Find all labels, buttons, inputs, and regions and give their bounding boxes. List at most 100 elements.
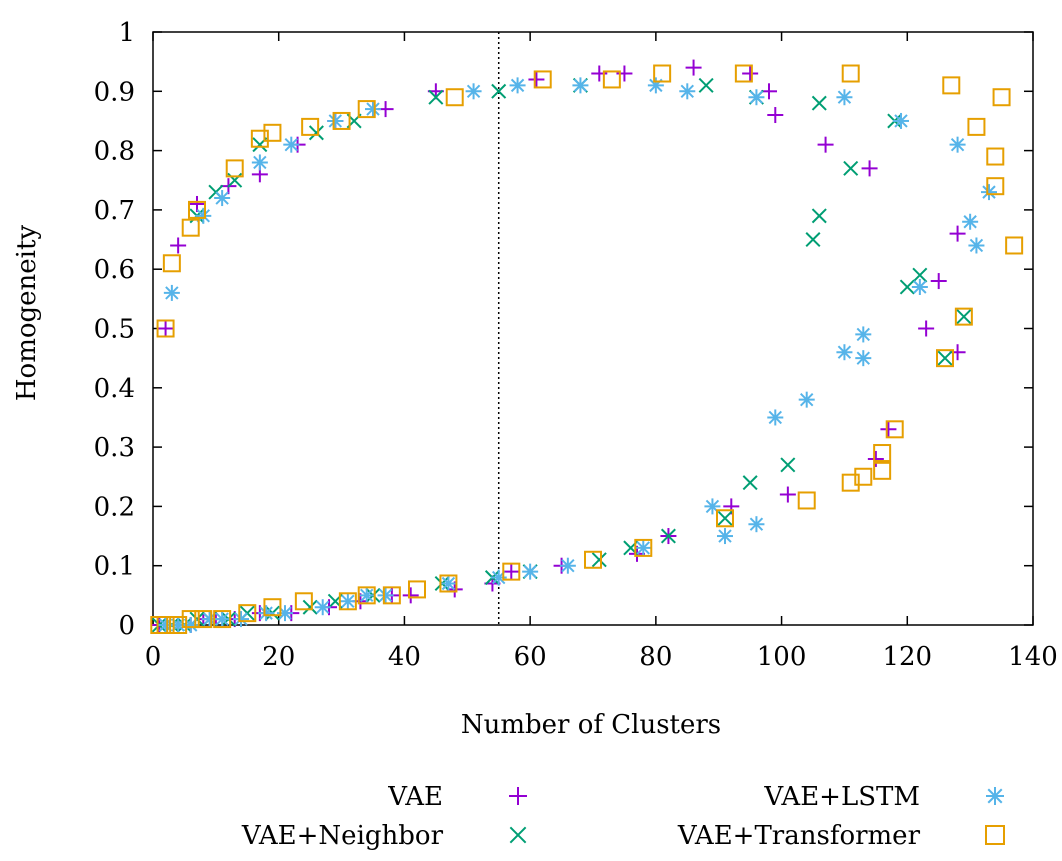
data-point [968, 237, 985, 254]
data-point [490, 569, 507, 586]
marker-stroke [873, 444, 892, 463]
marker-stroke [885, 420, 904, 439]
legend-marker [985, 825, 1005, 845]
data-point [339, 593, 356, 610]
data-point [559, 557, 576, 574]
data-point [440, 575, 457, 592]
legend-label: VAE+LSTM [763, 782, 920, 812]
data-point [327, 112, 344, 129]
data-point [357, 100, 376, 119]
marker-stroke [382, 586, 401, 605]
marker-stroke [967, 117, 986, 136]
data-point [408, 580, 426, 599]
series-vae-lstm [157, 77, 997, 633]
data-point [163, 284, 180, 301]
data-point [439, 574, 458, 593]
data-point [880, 421, 897, 438]
data-point [967, 117, 986, 136]
data-point [377, 587, 394, 604]
data-point [233, 611, 249, 628]
data-point [591, 65, 608, 82]
x-tick-label: 120 [882, 642, 932, 672]
data-point [591, 552, 607, 568]
data-point [861, 160, 878, 177]
marker-stroke [811, 208, 827, 224]
marker-stroke [338, 592, 357, 611]
marker-stroke [894, 114, 908, 128]
marker-stroke [698, 77, 714, 93]
data-point [660, 528, 676, 544]
marker-stroke [986, 147, 1005, 166]
x-axis-title: Number of Clusters [461, 710, 721, 740]
data-point [357, 586, 376, 605]
marker-stroke [188, 200, 206, 219]
data-point [251, 154, 268, 171]
marker-stroke [278, 606, 292, 620]
data-point [780, 457, 796, 473]
legend: VAE VAE+Neighbor VAE+LSTM VAE+Transformer [241, 782, 1005, 851]
marker-stroke [250, 129, 269, 148]
axis-titles: Number of Clusters Homogeneity [12, 225, 721, 740]
data-point [277, 605, 293, 622]
legend-entry: VAE+Transformer [677, 821, 1005, 851]
data-point [602, 70, 621, 89]
marker-stroke [366, 102, 380, 116]
data-point [717, 528, 733, 545]
marker-stroke [937, 350, 953, 366]
data-point [491, 83, 507, 99]
data-point [445, 88, 464, 107]
data-point [992, 88, 1011, 107]
marker-stroke [301, 117, 320, 136]
marker-stroke [705, 499, 720, 514]
marker-stroke [956, 309, 972, 325]
data-point [214, 190, 231, 207]
marker-stroke [165, 286, 179, 300]
marker-stroke [942, 76, 961, 95]
data-point [867, 450, 884, 467]
marker-stroke [181, 218, 200, 237]
marker-stroke [936, 349, 954, 368]
y-tick-label: 0.2 [94, 492, 135, 522]
data-point [301, 117, 320, 136]
data-point [937, 350, 953, 366]
data-point [779, 486, 796, 503]
marker-stroke [837, 90, 852, 104]
marker-stroke [156, 319, 175, 338]
data-point [308, 125, 324, 141]
data-point [502, 562, 521, 581]
marker-stroke [225, 159, 244, 178]
marker-stroke [636, 541, 650, 555]
y-tick-label: 0.8 [94, 137, 135, 167]
legend-label: VAE [387, 782, 443, 812]
data-point [855, 350, 872, 367]
y-tick-label: 0.6 [94, 255, 135, 285]
marker-stroke [602, 70, 621, 89]
marker-stroke [466, 84, 481, 99]
y-tick-label: 0.7 [94, 196, 135, 226]
data-point [912, 267, 928, 283]
marker-stroke [213, 610, 232, 629]
y-axis-title: Homogeneity [12, 225, 42, 402]
data-point [653, 64, 672, 83]
data-point [767, 409, 784, 426]
marker-stroke [441, 576, 456, 591]
marker-stroke [749, 90, 764, 104]
data-point [314, 599, 331, 616]
data-point [873, 444, 892, 463]
data-point [911, 278, 928, 295]
legend-marker [509, 826, 527, 844]
marker-stroke [259, 606, 273, 620]
marker-stroke [913, 280, 927, 294]
data-point [742, 475, 758, 491]
data-point [949, 136, 966, 153]
data-point [1005, 236, 1024, 255]
data-point [873, 461, 892, 480]
data-point [734, 64, 753, 83]
data-point [302, 599, 318, 615]
marker-stroke [208, 184, 224, 200]
marker-stroke [986, 177, 1005, 196]
data-point [503, 563, 520, 580]
data-point [225, 159, 244, 178]
data-point [150, 616, 169, 634]
data-point [899, 279, 915, 295]
